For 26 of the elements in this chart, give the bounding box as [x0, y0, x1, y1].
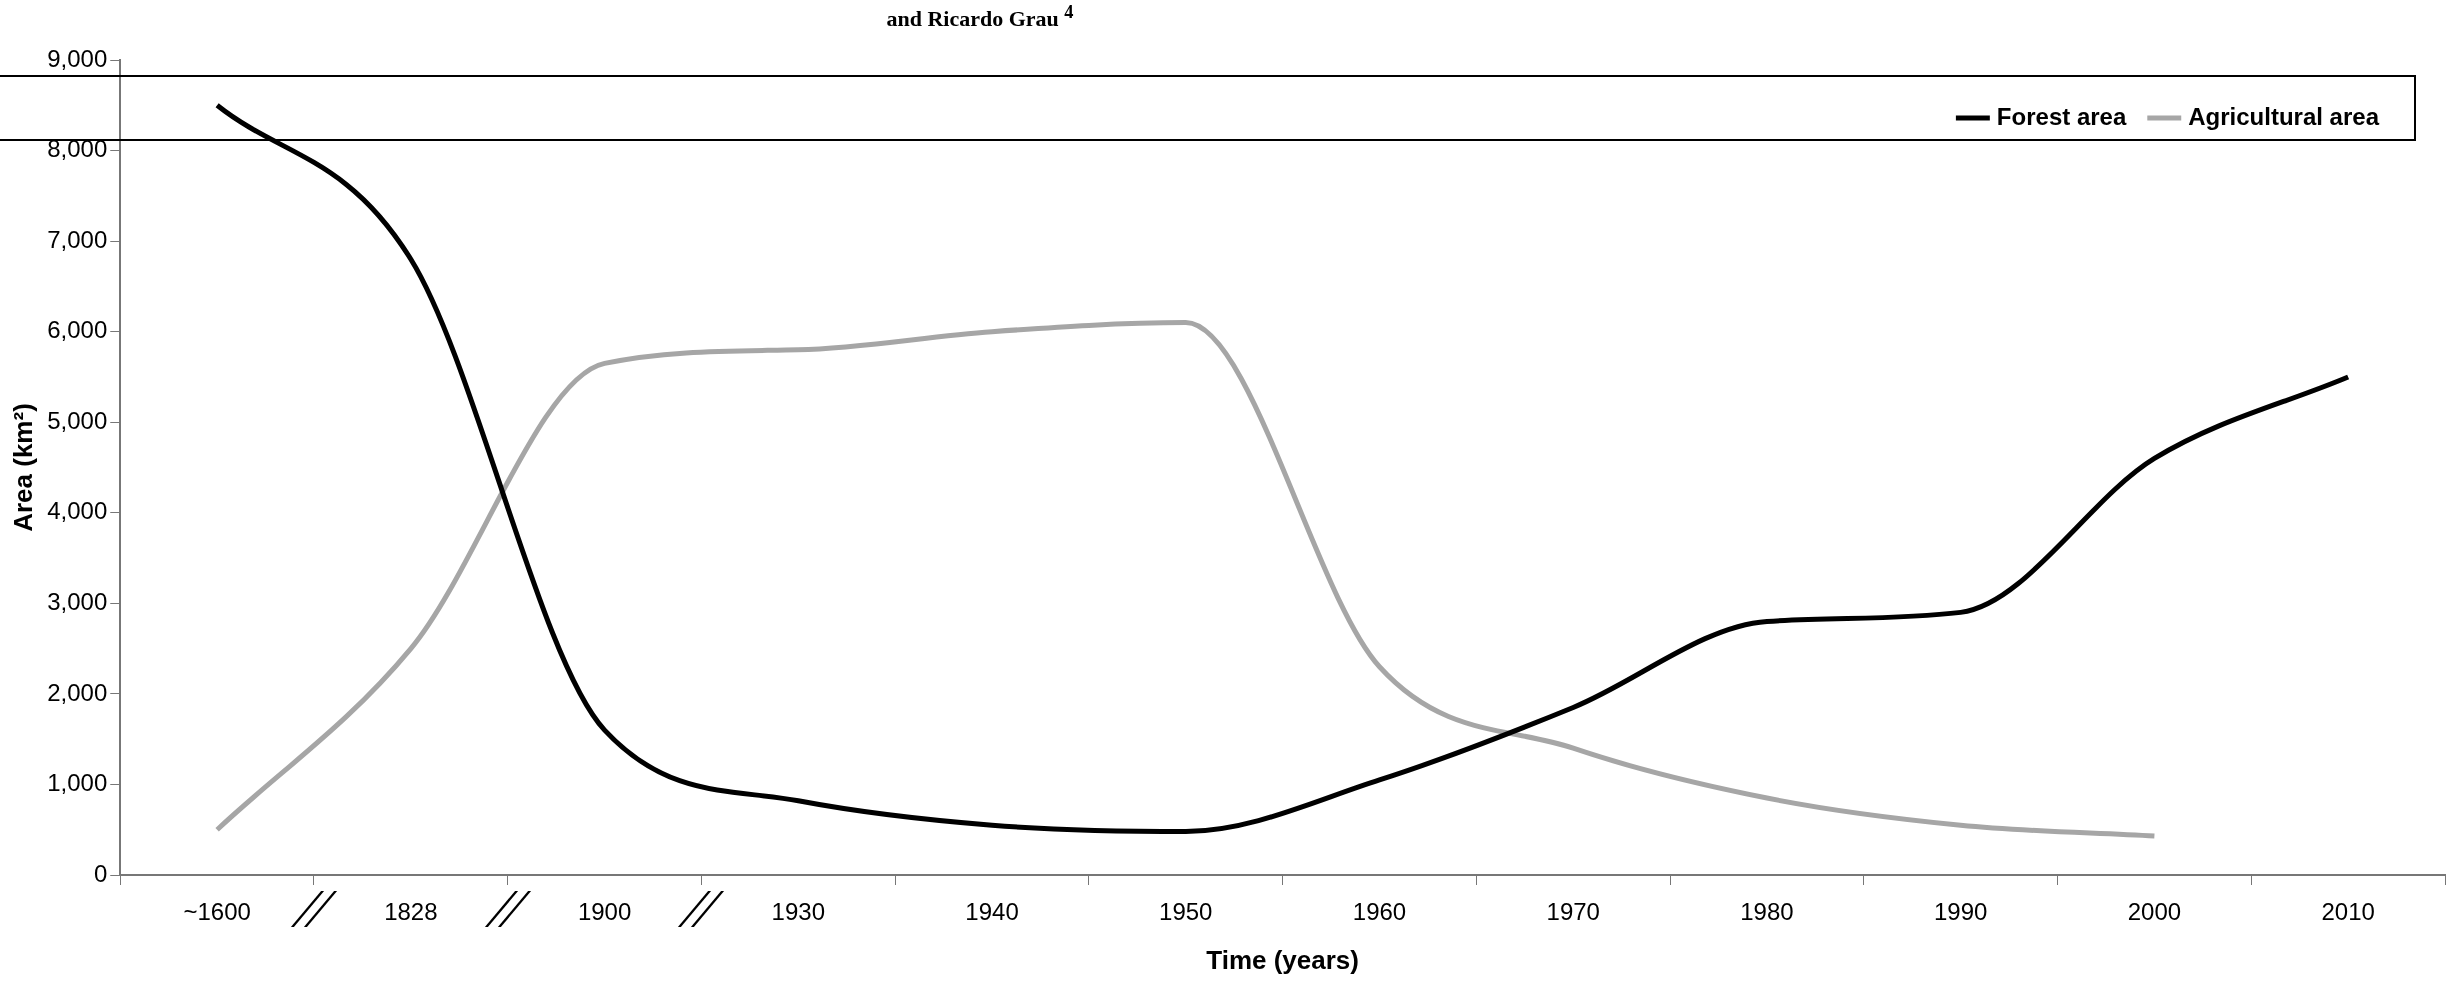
x-axis-title: Time (years) [1206, 944, 1359, 975]
x-tick-label: 2000 [2127, 898, 2182, 926]
x-tick-label: 1950 [1159, 898, 1213, 926]
x-tick-label: 1960 [1352, 898, 1407, 926]
y-tick-label: 2,000 [47, 678, 108, 706]
text: and Ricardo Grau $^{4}$ [885, 2, 1075, 33]
x-tick-label: 1990 [1933, 898, 1988, 926]
y-tick-label: 0 [93, 859, 108, 887]
y-tick-label: 5,000 [47, 406, 108, 434]
x-tick-label: 1900 [577, 898, 632, 926]
y-tick-label: 3,000 [47, 587, 108, 615]
y-tick-label: 4,000 [47, 497, 108, 525]
x-tick-label: ~1600 [183, 898, 251, 926]
x-tick-label: 1930 [771, 898, 825, 926]
y-tick-label: 7,000 [47, 225, 108, 253]
legend-label: Agricultural area [2188, 102, 2380, 130]
y-tick-label: 9,000 [47, 44, 108, 72]
x-tick-label: 1828 [384, 898, 438, 926]
y-axis-title: Area (km²) [7, 403, 38, 532]
x-tick-label: 1970 [1546, 898, 1600, 926]
x-tick-label: 2010 [2321, 898, 2375, 926]
x-tick-label: 1940 [965, 898, 1019, 926]
legend-label: Forest area [1996, 102, 2127, 130]
x-tick-label: 1980 [1740, 898, 1794, 926]
y-tick-label: 1,000 [47, 769, 108, 797]
y-tick-label: 6,000 [47, 316, 108, 344]
